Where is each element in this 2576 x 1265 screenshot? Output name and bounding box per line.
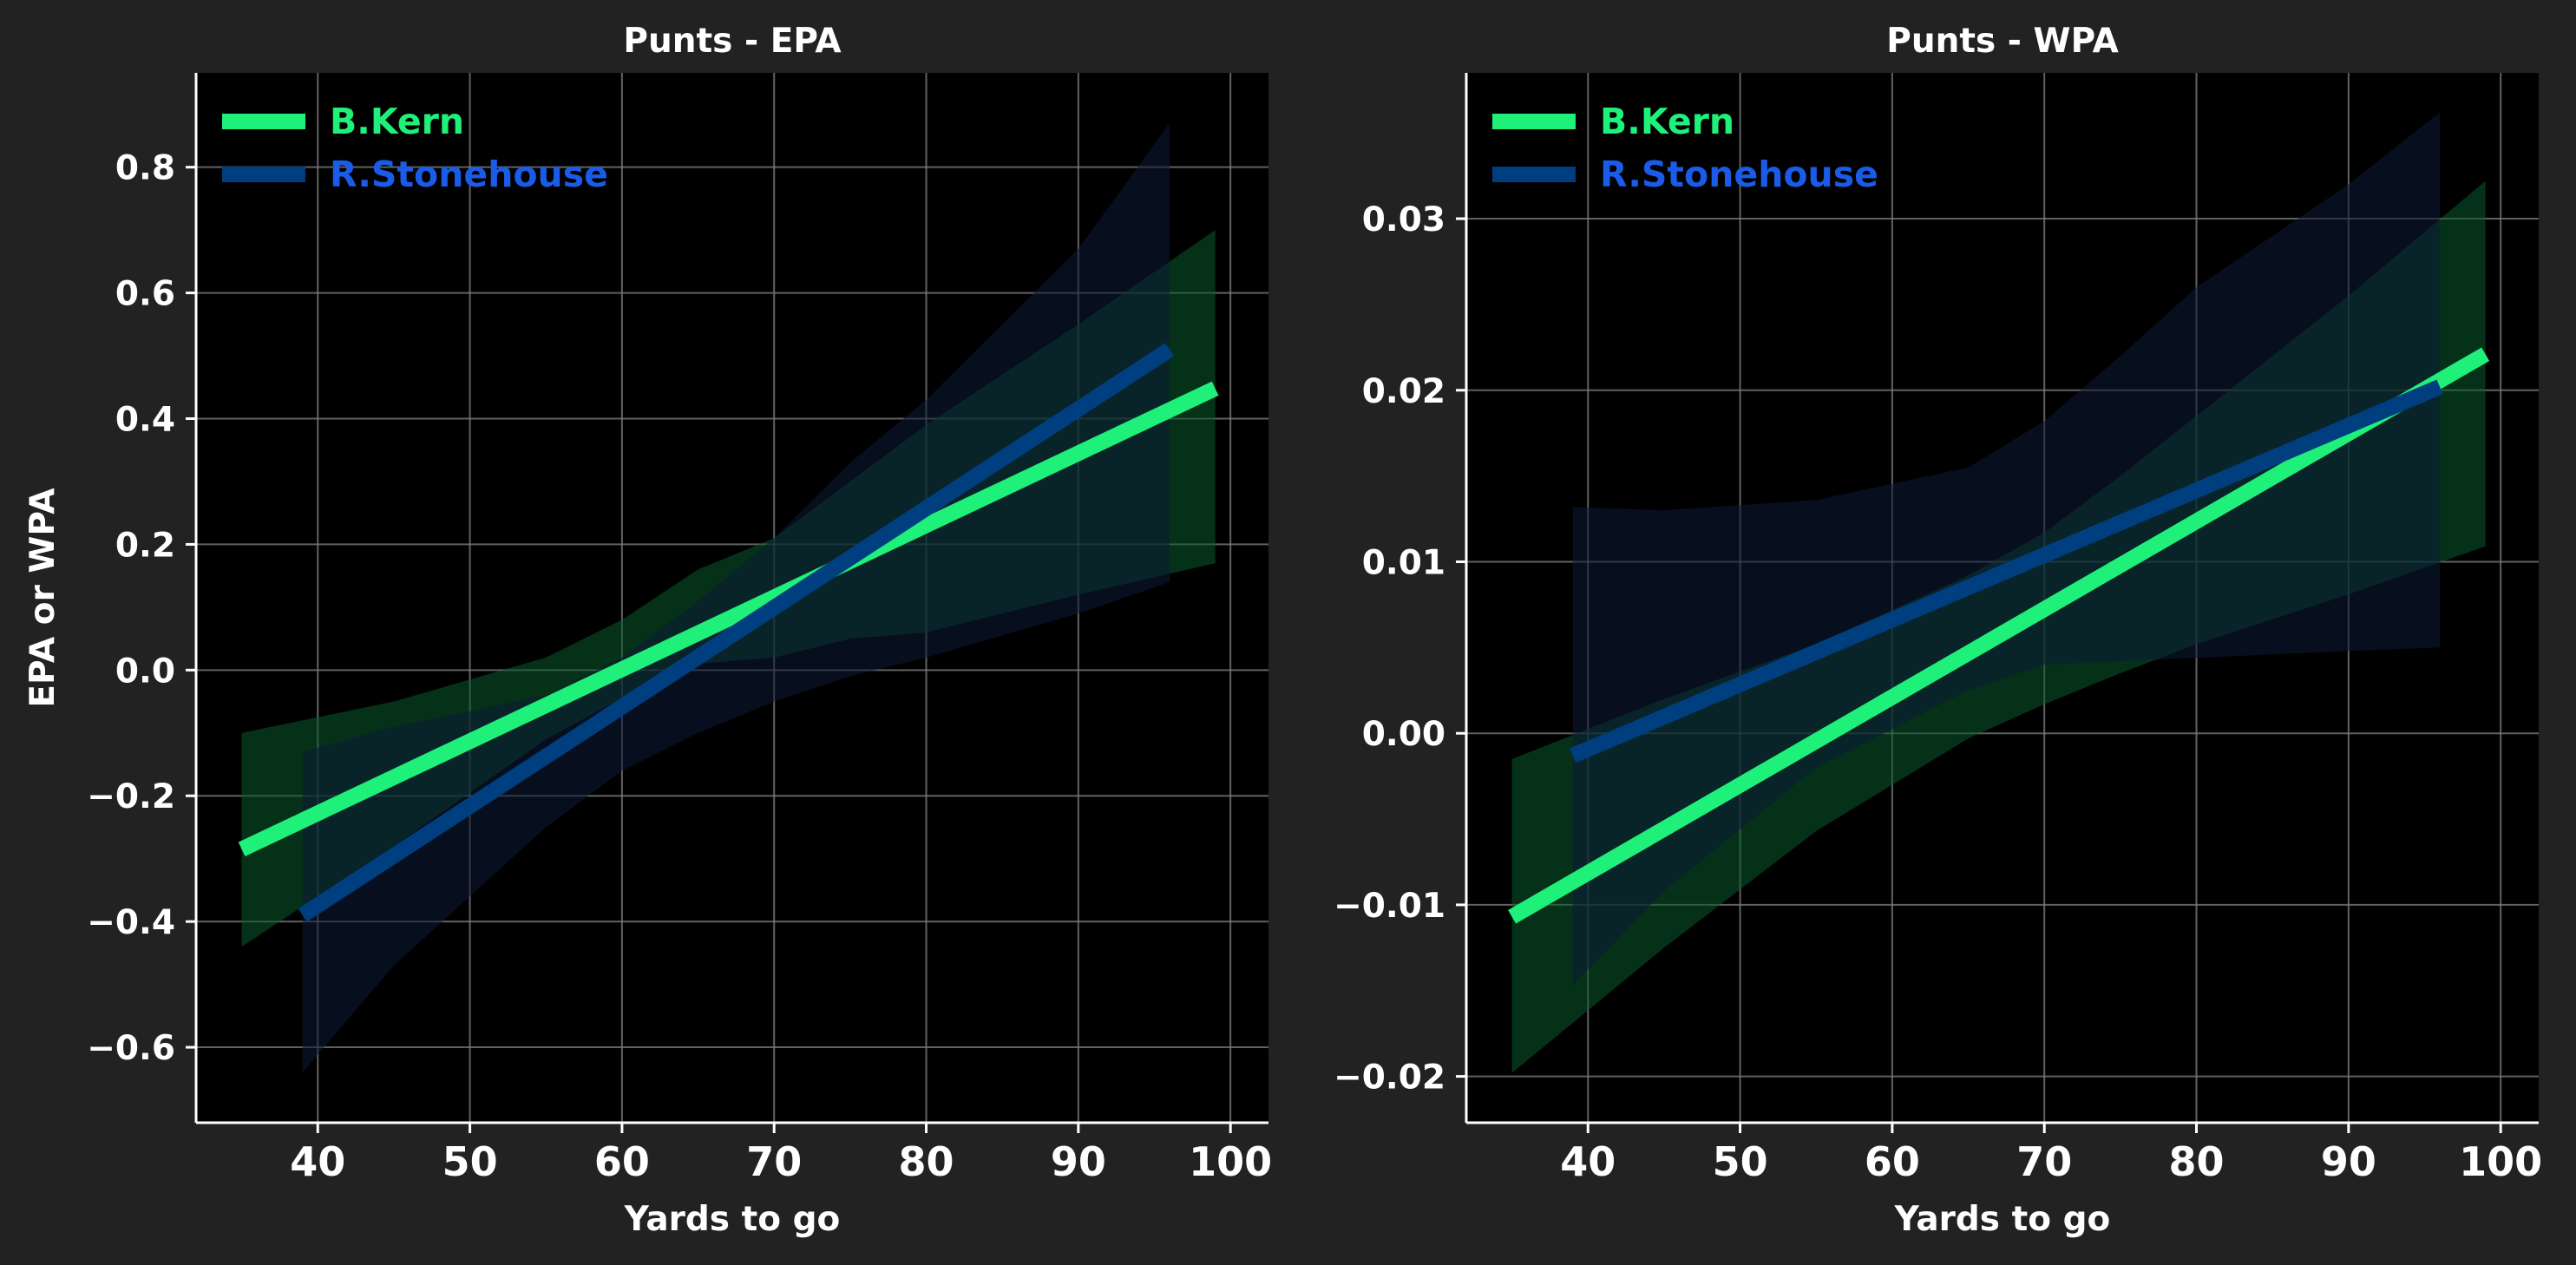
x-tick-label: 60 — [594, 1138, 650, 1185]
band-rstonehouse — [1572, 112, 2441, 986]
x-tick-label: 70 — [2016, 1138, 2072, 1185]
legend-rstonehouse-label: R.Stonehouse — [330, 154, 608, 195]
y-tick-label: −0.6 — [87, 1029, 175, 1068]
chart-title: Punts - WPA — [1886, 22, 2119, 61]
chart-title: Punts - EPA — [623, 22, 841, 61]
x-tick-label: 90 — [2321, 1138, 2376, 1185]
legend-bkern-label: B.Kern — [1600, 101, 1734, 142]
y-axis-label: EPA or WPA — [23, 488, 62, 707]
x-tick-label: 100 — [2459, 1138, 2542, 1185]
x-tick-label: 100 — [1189, 1138, 1272, 1185]
band-rstonehouse — [302, 122, 1170, 1073]
x-tick-label: 80 — [899, 1138, 954, 1185]
wpa-panel: 40 50 60 70 80 90 100 −0.02 −0.01 0.00 0.01 0.02 0.0… — [1334, 22, 2542, 1239]
x-tick-label: 90 — [1051, 1138, 1106, 1185]
y-tick-label: 0.4 — [115, 401, 175, 440]
line-bkern — [1508, 347, 2490, 924]
x-tick-label: 50 — [1713, 1138, 1768, 1185]
y-tick-label: 0.01 — [1362, 543, 1445, 582]
y-tick-label: −0.2 — [87, 777, 175, 816]
line-bkern — [238, 381, 1219, 856]
y-tick-label: −0.02 — [1334, 1059, 1445, 1098]
y-tick-label: 0.02 — [1362, 372, 1445, 411]
x-axis-label: Yards to go — [1894, 1200, 2111, 1239]
x-tick-label: 80 — [2169, 1138, 2225, 1185]
x-tick-label: 40 — [290, 1138, 345, 1185]
y-tick-label: 0.2 — [115, 526, 175, 565]
x-tick-label: 60 — [1865, 1138, 1920, 1185]
y-tick-label: 0.03 — [1362, 200, 1445, 239]
y-tick-label: −0.01 — [1334, 887, 1445, 926]
legend-rstonehouse-label: R.Stonehouse — [1600, 154, 1878, 195]
epa-panel: 40 50 60 70 80 90 100 −0.6 −0.4 −0.2 0.0 0.2 0.4 0.6 0… — [23, 22, 1272, 1239]
legend-bkern-label: B.Kern — [330, 101, 464, 142]
y-tick-label: 0.00 — [1362, 715, 1445, 754]
x-axis-label: Yards to go — [624, 1200, 841, 1239]
y-tick-label: 0.6 — [115, 275, 175, 314]
x-tick-label: 70 — [746, 1138, 802, 1185]
x-tick-label: 40 — [1560, 1138, 1616, 1185]
y-tick-label: −0.4 — [87, 903, 175, 942]
y-tick-label: 0.8 — [115, 149, 175, 188]
line-rstonehouse — [298, 343, 1174, 922]
y-tick-label: 0.0 — [115, 652, 175, 691]
line-rstonehouse — [1570, 379, 2443, 764]
x-tick-label: 50 — [442, 1138, 498, 1185]
